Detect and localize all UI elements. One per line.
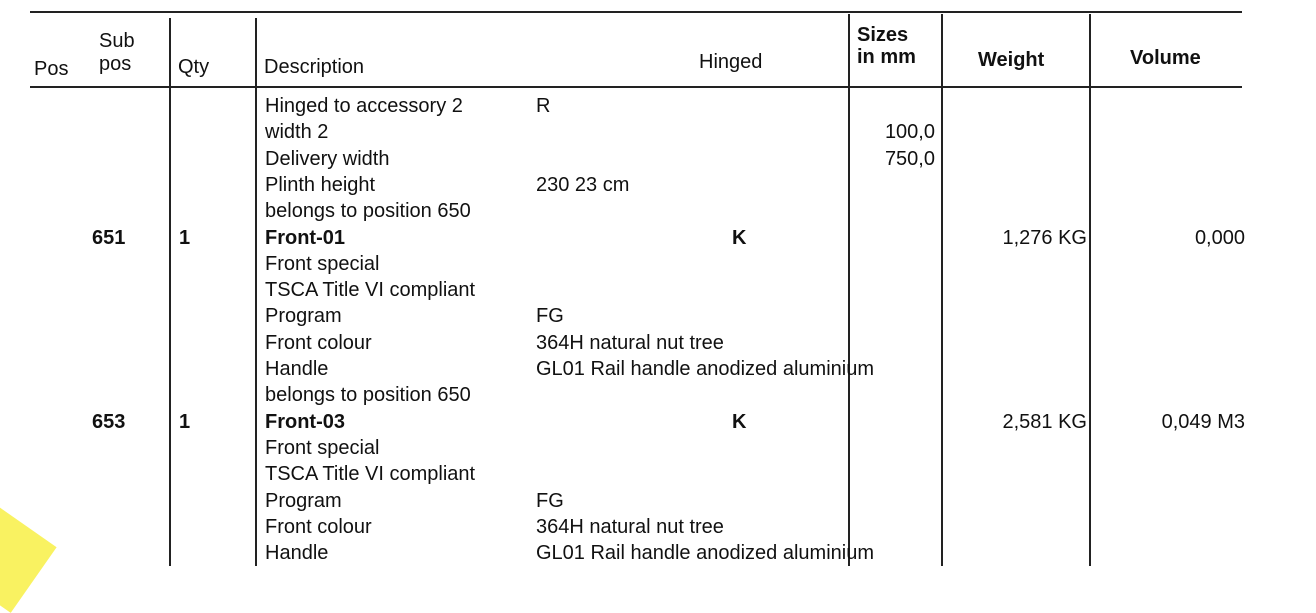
volume-value: 0,049 M3 bbox=[1161, 410, 1245, 433]
description-line: Program bbox=[265, 305, 342, 328]
header-weight: Weight bbox=[978, 49, 1045, 71]
description-line: Front special bbox=[265, 436, 380, 459]
header-qty: Qty bbox=[178, 56, 210, 78]
highlighter-mark bbox=[0, 507, 57, 613]
description-line: Program bbox=[265, 489, 342, 512]
description-line: Delivery width bbox=[265, 147, 390, 170]
description-line: Hinged to accessory 2 bbox=[265, 95, 463, 117]
attribute-value: FG bbox=[536, 489, 564, 512]
header-subpos: pos bbox=[99, 53, 132, 75]
attribute-value: R bbox=[536, 95, 551, 117]
hinged-value: K bbox=[732, 226, 747, 249]
position-number: 653 bbox=[92, 410, 126, 433]
description-line: Handle bbox=[265, 358, 329, 380]
description-line: belongs to position 650 bbox=[265, 200, 471, 223]
description-line: Handle bbox=[265, 542, 329, 565]
weight-value: 1,276 KG bbox=[1002, 226, 1087, 249]
description-line: TSCA Title VI compliant bbox=[265, 279, 476, 302]
description-line: Front-01 bbox=[265, 226, 345, 249]
position-number: 651 bbox=[92, 226, 126, 249]
attribute-value: GL01 Rail handle anodized aluminium bbox=[536, 358, 874, 380]
attribute-value: FG bbox=[536, 305, 564, 328]
header-sizes: Sizes bbox=[857, 24, 909, 46]
size-value: 100,0 bbox=[884, 121, 935, 144]
attribute-value: 230 23 cm bbox=[536, 173, 630, 196]
header-hinged: Hinged bbox=[699, 51, 763, 73]
description-line: Front colour bbox=[265, 331, 372, 354]
header-bottom-rule bbox=[30, 86, 1242, 88]
table-top-rule bbox=[30, 11, 1242, 13]
column-divider bbox=[848, 14, 850, 566]
attribute-value: 364H natural nut tree bbox=[536, 515, 724, 538]
weight-value: 2,581 KG bbox=[1002, 410, 1087, 433]
attribute-value: GL01 Rail handle anodized aluminium bbox=[536, 542, 874, 565]
size-value: 750,0 bbox=[884, 147, 935, 170]
description-line: belongs to position 650 bbox=[265, 384, 471, 407]
header-subpos: Sub bbox=[99, 30, 135, 52]
column-divider bbox=[941, 14, 943, 566]
description-line: Plinth height bbox=[265, 173, 376, 196]
attribute-value: 364H natural nut tree bbox=[536, 331, 724, 354]
description-line: TSCA Title VI compliant bbox=[265, 463, 476, 486]
description-line: Front-03 bbox=[265, 410, 345, 433]
column-divider bbox=[255, 18, 257, 566]
header-sizes: in mm bbox=[857, 46, 916, 68]
header-description: Description bbox=[264, 56, 365, 78]
description-line: Front special bbox=[265, 252, 380, 275]
description-line: Front colour bbox=[265, 515, 372, 538]
quantity: 1 bbox=[179, 226, 191, 249]
header-pos: Pos bbox=[34, 58, 69, 80]
column-divider bbox=[1089, 14, 1091, 566]
description-line: width 2 bbox=[265, 121, 329, 144]
hinged-value: K bbox=[732, 410, 747, 433]
column-divider bbox=[169, 18, 171, 566]
header-volume: Volume bbox=[1130, 47, 1201, 69]
volume-value: 0,000 bbox=[1194, 226, 1245, 249]
quantity: 1 bbox=[179, 410, 191, 433]
